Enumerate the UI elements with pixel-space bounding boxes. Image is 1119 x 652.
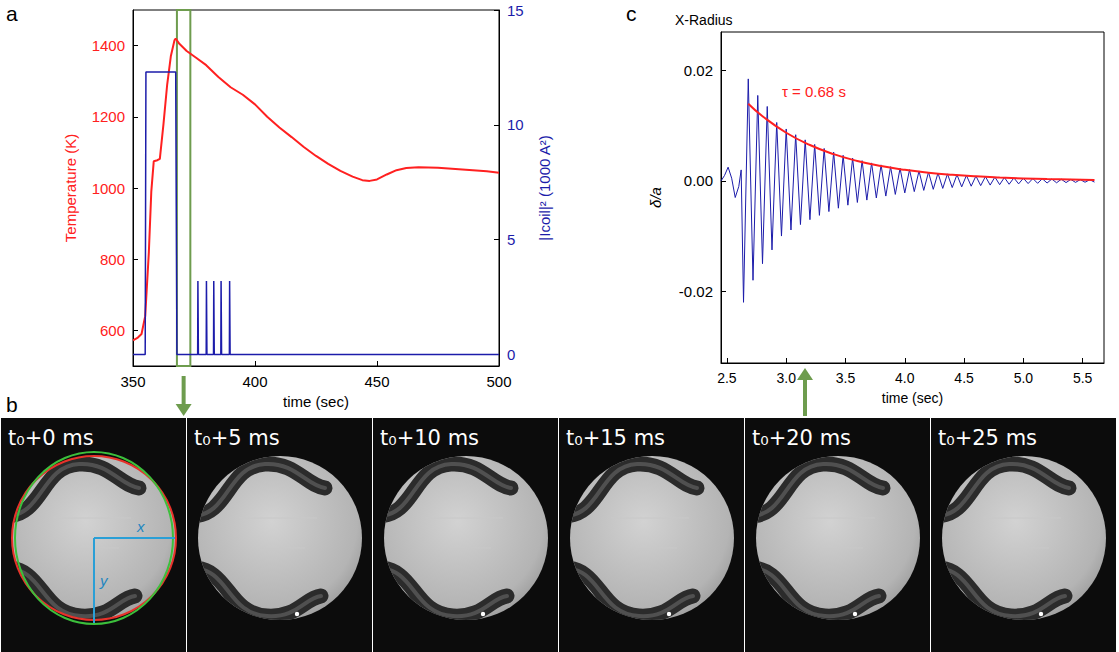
svg-text:5.5: 5.5 bbox=[1073, 370, 1093, 386]
svg-text:τ = 0.68 s: τ = 0.68 s bbox=[782, 83, 846, 100]
svg-text:15: 15 bbox=[507, 2, 524, 19]
svg-text:600: 600 bbox=[100, 322, 125, 339]
svg-text:5: 5 bbox=[507, 231, 515, 248]
svg-text:0: 0 bbox=[507, 346, 515, 363]
svg-text:|Icoil|² (1000 A²): |Icoil|² (1000 A²) bbox=[536, 135, 553, 240]
svg-text:350: 350 bbox=[120, 373, 145, 390]
svg-text:y: y bbox=[99, 572, 109, 589]
svg-text:500: 500 bbox=[486, 373, 511, 390]
svg-text:δ/a: δ/a bbox=[647, 187, 664, 208]
svg-text:3.0: 3.0 bbox=[776, 370, 796, 386]
svg-text:t₀+0 ms: t₀+0 ms bbox=[8, 426, 94, 450]
svg-text:x: x bbox=[136, 518, 145, 535]
svg-text:time (sec): time (sec) bbox=[882, 390, 943, 406]
svg-text:2.5: 2.5 bbox=[717, 370, 737, 386]
svg-text:450: 450 bbox=[364, 373, 389, 390]
svg-text:-0.02: -0.02 bbox=[679, 283, 713, 300]
svg-text:t₀+15 ms: t₀+15 ms bbox=[566, 426, 665, 450]
svg-text:X-Radius: X-Radius bbox=[675, 12, 733, 28]
svg-text:1200: 1200 bbox=[92, 108, 125, 125]
html-text:b: b bbox=[6, 393, 18, 416]
svg-text:t₀+20 ms: t₀+20 ms bbox=[752, 426, 851, 450]
svg-text:t₀+25 ms: t₀+25 ms bbox=[938, 426, 1037, 450]
svg-text:t₀+5 ms: t₀+5 ms bbox=[194, 426, 280, 450]
svg-text:1000: 1000 bbox=[92, 180, 125, 197]
html-text:c: c bbox=[626, 2, 637, 25]
svg-text:4.5: 4.5 bbox=[954, 370, 974, 386]
svg-text:Temperature (K): Temperature (K) bbox=[62, 134, 79, 242]
svg-text:0.02: 0.02 bbox=[684, 62, 713, 79]
svg-text:1400: 1400 bbox=[92, 37, 125, 54]
html-text:a: a bbox=[6, 2, 18, 25]
svg-text:0.00: 0.00 bbox=[684, 172, 713, 189]
svg-text:400: 400 bbox=[242, 373, 267, 390]
svg-text:5.0: 5.0 bbox=[1014, 370, 1034, 386]
svg-text:3.5: 3.5 bbox=[836, 370, 856, 386]
svg-text:800: 800 bbox=[100, 251, 125, 268]
svg-text:t₀+10 ms: t₀+10 ms bbox=[380, 426, 479, 450]
svg-text:10: 10 bbox=[507, 116, 524, 133]
svg-text:time (sec): time (sec) bbox=[283, 393, 349, 410]
svg-text:4.0: 4.0 bbox=[895, 370, 915, 386]
